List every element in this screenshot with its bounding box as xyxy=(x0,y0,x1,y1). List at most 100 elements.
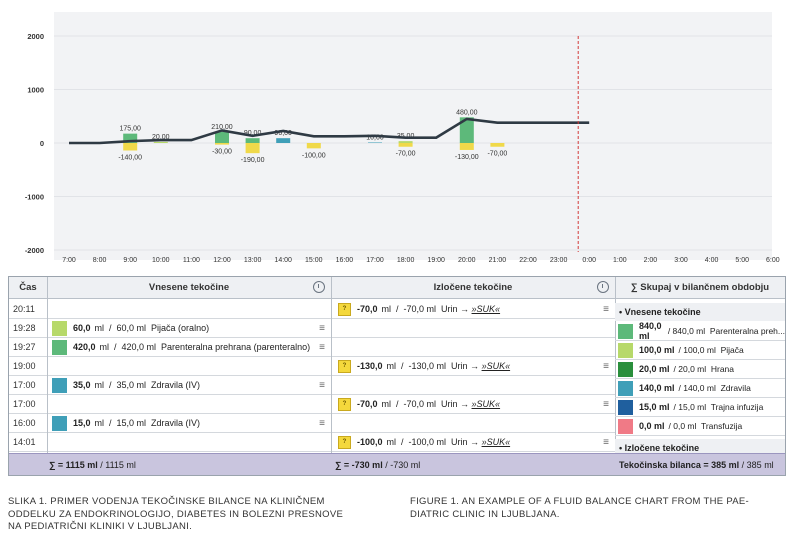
output-bar xyxy=(215,143,229,145)
x-tick-label: 11:00 xyxy=(183,257,200,264)
clock-icon[interactable] xyxy=(597,281,609,293)
header-output[interactable]: Izločene tekočine xyxy=(331,277,615,299)
output-bar xyxy=(398,143,413,147)
intake-color-swatch xyxy=(52,415,67,431)
caption-english: FIGURE 1. AN EXAMPLE OF A FLUID BALANCE … xyxy=(410,496,749,521)
summary-section-output[interactable]: • Izločene tekočine xyxy=(615,439,785,457)
clock-icon[interactable] xyxy=(313,281,325,293)
row-menu-icon[interactable]: ≡ xyxy=(603,360,609,372)
x-tick-label: 20:00 xyxy=(458,257,476,264)
x-tick-label: 22:00 xyxy=(519,257,537,264)
intake-description: ml / 420,0 ml Parenteralna prehrana (par… xyxy=(99,342,311,352)
intake-bar xyxy=(276,138,291,143)
output-bar xyxy=(490,143,505,147)
row-time: 19:27 xyxy=(13,342,36,352)
summary-value: 140,0 ml xyxy=(639,383,675,393)
output-bar xyxy=(123,143,138,151)
intake-bar-label: 210,00 xyxy=(211,124,233,131)
y-tick-label: 2000 xyxy=(27,32,44,41)
x-tick-label: 19:00 xyxy=(427,257,445,264)
header-time: Čas xyxy=(9,277,47,299)
fluid-balance-chart: 2000 1000 0 -1000 -2000 7:00 8:00 9:00 10:00 11:0… xyxy=(25,12,780,264)
output-value: -70,0 xyxy=(357,399,378,409)
x-tick-label: 10:00 xyxy=(152,257,170,264)
row-menu-icon[interactable]: ≡ xyxy=(603,436,609,448)
intake-cell[interactable]: 35,0 ml / 35,0 ml Zdravila (IV) ≡ xyxy=(48,376,331,395)
intake-cell[interactable]: 420,0 ml / 420,0 ml Parenteralna prehrana… xyxy=(48,338,331,357)
row-menu-icon[interactable]: ≡ xyxy=(319,322,325,334)
caption-sl-line2: ODDELKU ZA ENDOKRINOLOGIJO, DIABETES IN … xyxy=(8,508,344,520)
summary-section-intake[interactable]: • Vnesene tekočine xyxy=(615,303,785,321)
output-cell[interactable]: ? -130,0 ml / -130,0 ml Urin → »SUK« ≡ xyxy=(332,357,615,376)
urine-icon: ? xyxy=(338,359,351,373)
suk-link[interactable]: »SUK« xyxy=(481,361,511,371)
summary-row: 15,0 ml/ 15,0 ml Trajna infuzija xyxy=(615,398,785,417)
x-tick-label: 13:00 xyxy=(244,257,262,264)
suk-link[interactable]: »SUK« xyxy=(471,304,501,314)
intake-sum-total: / 1115 ml xyxy=(100,459,136,470)
y-tick-label: 1000 xyxy=(27,86,44,95)
intake-bar-label: 20,00 xyxy=(152,134,170,141)
row-menu-icon[interactable]: ≡ xyxy=(319,341,325,353)
summary-value: 0,0 ml xyxy=(639,421,665,431)
intake-description: ml / 60,0 ml Pijača (oralno) xyxy=(94,323,210,333)
row-menu-icon[interactable]: ≡ xyxy=(319,417,325,429)
row-time: 16:00 xyxy=(13,418,36,428)
row-menu-icon[interactable]: ≡ xyxy=(603,303,609,315)
x-tick-label: 16:00 xyxy=(336,257,354,264)
summary-value: 840,0 ml xyxy=(639,321,662,341)
y-tick-label: -2000 xyxy=(25,246,44,255)
output-cell[interactable]: ? -100,0 ml / -100,0 ml Urin → »SUK« ≡ xyxy=(332,433,615,452)
x-tick-label: 12:00 xyxy=(213,257,231,264)
output-bar-label: -30,00 xyxy=(212,149,232,156)
header-summary: ∑ Skupaj v bilančnem obdobju xyxy=(615,277,785,299)
row-menu-icon[interactable]: ≡ xyxy=(603,398,609,410)
summary-description: / 840,0 ml Parenteralna preh... xyxy=(667,326,785,336)
row-time: 17:00 xyxy=(13,399,36,409)
summary-description: / 15,0 ml Trajna infuzija xyxy=(673,402,764,412)
row-menu-icon[interactable]: ≡ xyxy=(319,379,325,391)
summary-row: 840,0 ml / 840,0 ml Parenteralna preh... xyxy=(615,321,785,341)
intake-bar-label: 90,00 xyxy=(274,130,292,137)
x-tick-label: 6:00 xyxy=(766,257,780,264)
output-description: ml / -70,0 ml Urin → xyxy=(381,399,472,409)
output-sum-total: / -730 ml xyxy=(385,459,421,470)
intake-cell[interactable]: 60,0 ml / 60,0 ml Pijača (oralno) ≡ xyxy=(48,319,331,338)
suk-link[interactable]: »SUK« xyxy=(481,437,511,447)
summary-row: 20,0 ml/ 20,0 ml Hrana xyxy=(615,360,785,379)
caption-sl-line1: SLIKA 1. PRIMER VODENJA TEKOČINSKE BILAN… xyxy=(8,496,325,507)
output-bar-label: -140,00 xyxy=(118,154,142,161)
intake-bar xyxy=(215,131,229,143)
output-cell xyxy=(332,319,615,338)
x-tick-label: 23:00 xyxy=(550,257,568,264)
row-time-cell: 19:00 xyxy=(9,357,47,376)
balance-value: Tekočinska bilanca = 385 ml xyxy=(619,459,740,470)
y-tick-label: 0 xyxy=(40,139,44,148)
row-time-cell: 17:00 xyxy=(9,395,47,414)
output-value: -70,0 xyxy=(357,304,378,314)
row-time: 20:11 xyxy=(13,304,35,314)
intake-value: 35,0 xyxy=(73,380,91,390)
row-time: 14:01 xyxy=(13,437,36,447)
row-time-cell: 14:01 xyxy=(9,433,47,452)
output-cell[interactable]: ? -70,0 ml / -70,0 ml Urin → »SUK« ≡ xyxy=(332,300,615,319)
plot-background xyxy=(54,12,772,260)
suk-link[interactable]: »SUK« xyxy=(471,399,501,409)
x-tick-label: 7:00 xyxy=(62,257,76,264)
summary-color-swatch xyxy=(618,380,633,396)
header-intake[interactable]: Vnesene tekočine xyxy=(47,277,331,299)
output-cell[interactable]: ? -70,0 ml / -70,0 ml Urin → »SUK« ≡ xyxy=(332,395,615,414)
intake-bar xyxy=(368,142,382,143)
output-bar xyxy=(245,143,260,154)
summary-description: / 20,0 ml Hrana xyxy=(673,364,735,374)
summary-description: / 0,0 ml Transfuzija xyxy=(668,421,743,431)
row-time-cell: 20:11 xyxy=(9,300,47,319)
intake-cell[interactable]: 15,0 ml / 15,0 ml Zdravila (IV) ≡ xyxy=(48,414,331,433)
x-tick-label: 18:00 xyxy=(397,257,415,264)
caption-en-line2: DIATRIC CLINIC IN LJUBLJANA. xyxy=(410,508,560,520)
x-tick-label: 1:00 xyxy=(613,257,627,264)
y-tick-label: -1000 xyxy=(25,193,44,202)
header-output-label: Izločene tekočine xyxy=(433,282,513,293)
intake-cell xyxy=(48,395,331,414)
x-tick-label: 15:00 xyxy=(305,257,323,264)
